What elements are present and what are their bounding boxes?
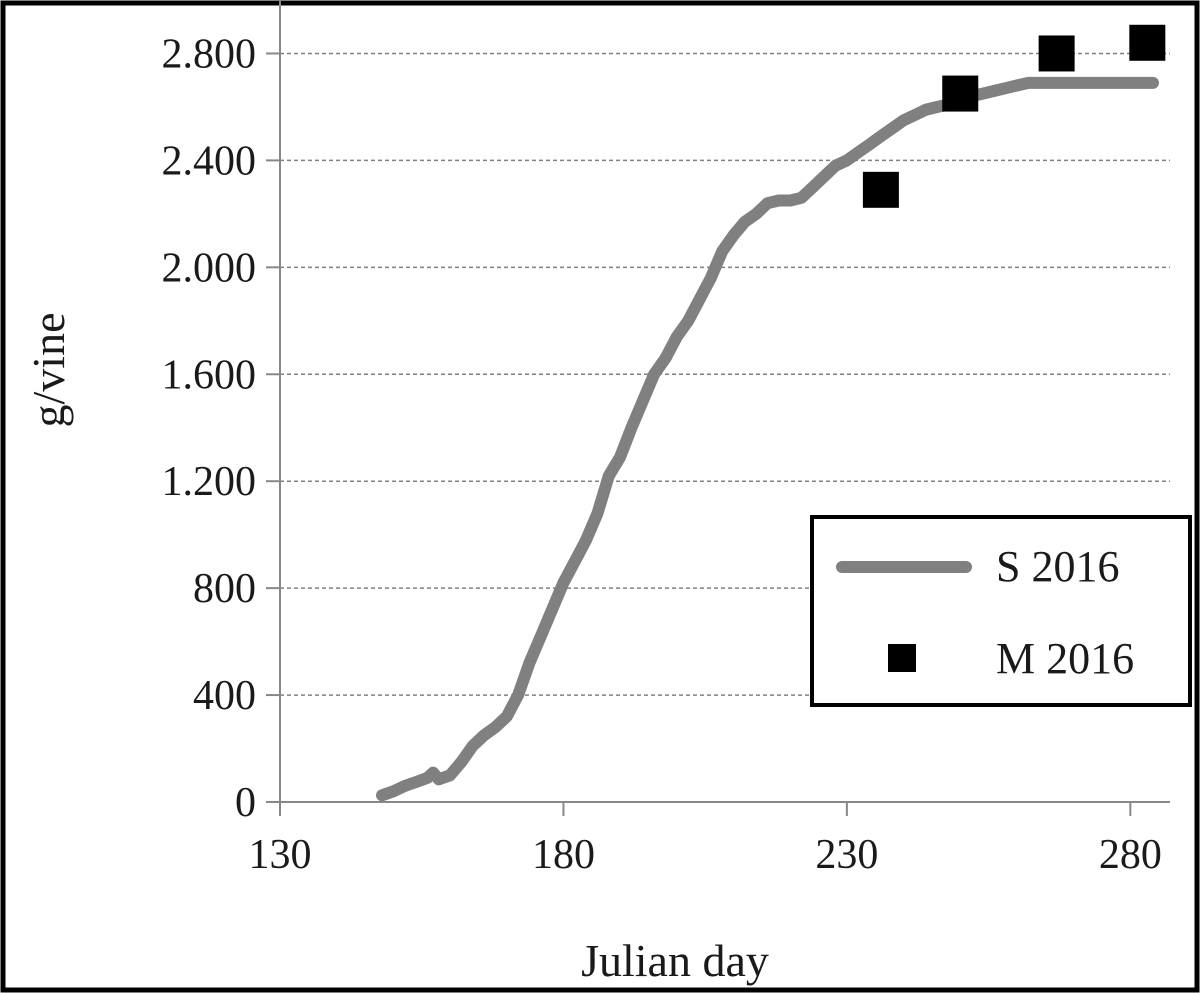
point-m-2016 <box>1129 24 1166 61</box>
legend-label-s-2016: S 2016 <box>996 542 1119 591</box>
legend-box <box>810 515 1192 707</box>
series-line-s-2016 <box>376 76 1159 802</box>
x-axis-title: Julian day <box>581 935 769 986</box>
y-tick-label: 2.800 <box>162 31 257 77</box>
y-axis-title: g/vine <box>23 313 74 428</box>
series-layer <box>376 24 1166 802</box>
y-tick-label: 1.200 <box>162 459 257 505</box>
y-tick-label: 800 <box>193 566 256 612</box>
y-tick-label: 2.000 <box>162 245 257 291</box>
y-tick-label: 1.600 <box>162 352 257 398</box>
point-m-2016 <box>1038 35 1075 72</box>
y-tick-label: 400 <box>193 673 256 719</box>
axes-layer <box>279 0 1170 803</box>
x-tick-label: 130 <box>249 832 312 878</box>
x-tick-label: 230 <box>815 832 878 878</box>
legend-label-m-2016: M 2016 <box>996 634 1134 683</box>
x-tick-label: 280 <box>1099 832 1162 878</box>
y-tick-label: 0 <box>235 780 256 826</box>
y-tick-label: 2.400 <box>162 138 257 184</box>
legend-marker-m-2016 <box>888 644 916 672</box>
x-tick-label: 180 <box>532 832 595 878</box>
point-m-2016 <box>862 171 899 208</box>
point-m-2016 <box>942 75 979 112</box>
grid-layer <box>280 52 1170 696</box>
ticks-layer: 0 400 800 1.200 1.600 2.000 2.400 2.800 130 180 23… <box>162 31 1162 878</box>
legend: S 2016 M 2016 <box>810 515 1192 707</box>
